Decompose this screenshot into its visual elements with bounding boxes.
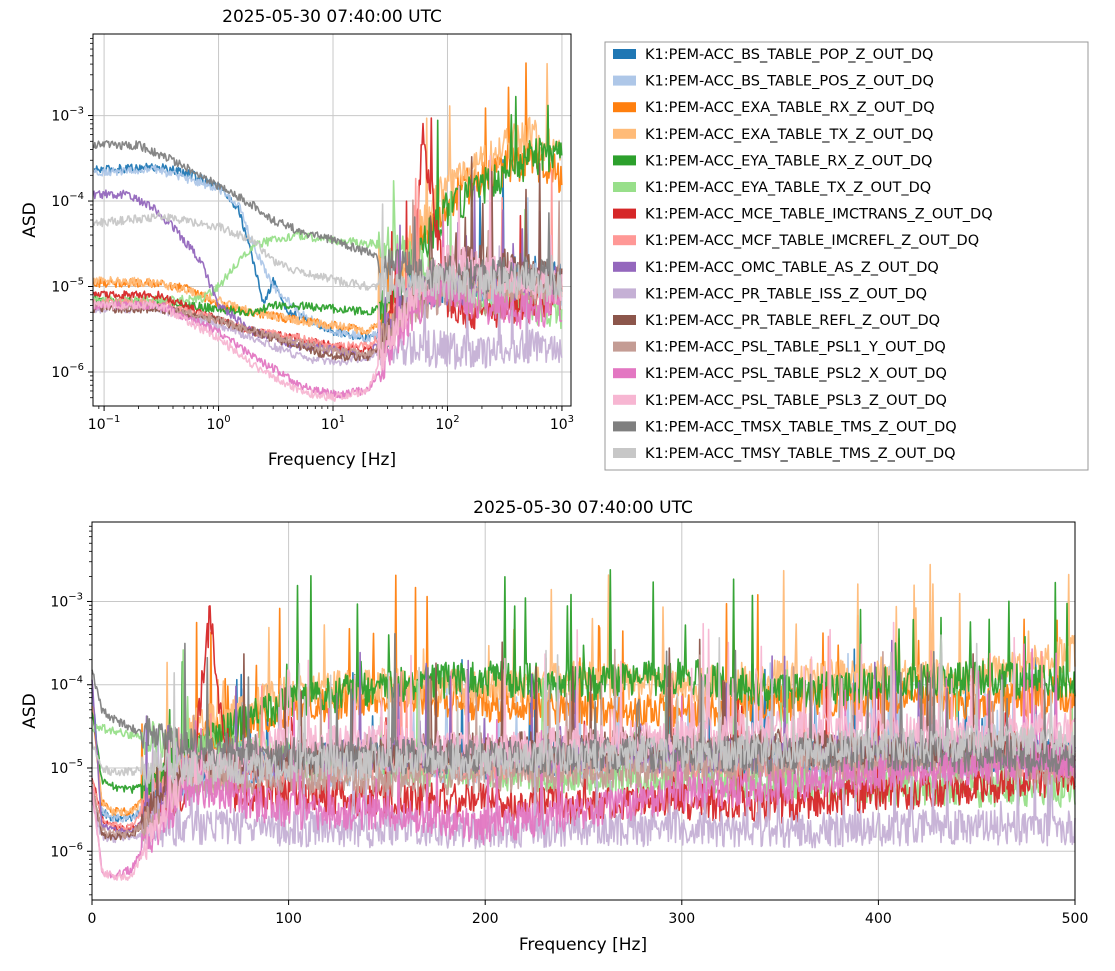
bottom-chart-x-ticks: 0 100 200 300 400 500	[88, 900, 1089, 927]
bottom-chart-series	[91, 563, 1076, 881]
top-chart-x-ticks: 10−1 100 101 102 103	[88, 406, 574, 433]
legend-label: K1:PEM-ACC_TMSY_TABLE_TMS_Z_OUT_DQ	[645, 446, 956, 462]
bottom-chart-frame	[91, 521, 1076, 901]
legend-entry: K1:PEM-ACC_EXA_TABLE_TX_Z_OUT_DQ	[613, 127, 933, 143]
legend-label: K1:PEM-ACC_PR_TABLE_REFL_Z_OUT_DQ	[645, 313, 940, 329]
legend-entry: K1:PEM-ACC_EYA_TABLE_RX_Z_OUT_DQ	[613, 153, 932, 169]
y-tick-label: 10−3	[51, 106, 84, 125]
top-chart-series	[93, 62, 563, 402]
x-tick-label: 100	[275, 911, 302, 927]
legend-entry: K1:PEM-ACC_PR_TABLE_REFL_Z_OUT_DQ	[613, 313, 940, 329]
legend-entry: K1:PEM-ACC_PSL_TABLE_PSL1_Y_OUT_DQ	[613, 340, 946, 356]
legend-entry: K1:PEM-ACC_BS_TABLE_POS_Z_OUT_DQ	[613, 74, 934, 90]
legend-entry: K1:PEM-ACC_PSL_TABLE_PSL3_Z_OUT_DQ	[613, 393, 947, 409]
x-tick-label: 0	[88, 911, 97, 927]
series-line	[93, 117, 563, 358]
legend: K1:PEM-ACC_BS_TABLE_POP_Z_OUT_DQ K1:PEM-A…	[604, 41, 1089, 471]
legend-entry: K1:PEM-ACC_EXA_TABLE_RX_Z_OUT_DQ	[613, 100, 935, 116]
legend-swatch	[613, 235, 636, 246]
legend-entry: K1:PEM-ACC_PSL_TABLE_PSL2_X_OUT_DQ	[613, 366, 947, 382]
legend-swatch	[613, 128, 636, 139]
legend-swatch	[613, 315, 636, 325]
legend-swatch	[613, 421, 636, 432]
y-tick-label: 10−4	[50, 675, 83, 694]
y-tick-label: 10−3	[50, 591, 83, 610]
legend-swatch	[613, 102, 636, 113]
top-chart-ylabel: ASD	[20, 202, 40, 238]
legend-swatch	[613, 394, 636, 405]
legend-label: K1:PEM-ACC_PSL_TABLE_PSL1_Y_OUT_DQ	[645, 340, 946, 356]
series-line	[91, 706, 1076, 850]
legend-swatch	[613, 182, 636, 192]
bottom-chart-ylabel: ASD	[20, 693, 40, 729]
legend-label: K1:PEM-ACC_TMSX_TABLE_TMS_Z_OUT_DQ	[645, 419, 957, 435]
bottom-chart: 2025-05-30 07:40:00 UTC 0 100 200 300 400 500…	[20, 498, 1088, 955]
legend-entry: K1:PEM-ACC_MCE_TABLE_IMCTRANS_Z_OUT_DQ	[613, 207, 993, 223]
y-tick-label: 10−6	[50, 841, 83, 860]
legend-items: K1:PEM-ACC_BS_TABLE_POP_Z_OUT_DQ K1:PEM-A…	[613, 47, 993, 462]
legend-label: K1:PEM-ACC_MCF_TABLE_IMCREFL_Z_OUT_DQ	[645, 233, 979, 249]
legend-label: K1:PEM-ACC_OMC_TABLE_AS_Z_OUT_DQ	[645, 260, 939, 276]
legend-swatch	[613, 341, 636, 352]
legend-entry: K1:PEM-ACC_PR_TABLE_ISS_Z_OUT_DQ	[613, 286, 927, 302]
legend-label: K1:PEM-ACC_EYA_TABLE_RX_Z_OUT_DQ	[645, 153, 932, 169]
legend-swatch	[613, 368, 636, 379]
legend-label: K1:PEM-ACC_PSL_TABLE_PSL3_Z_OUT_DQ	[645, 393, 947, 409]
legend-label: K1:PEM-ACC_EXA_TABLE_RX_Z_OUT_DQ	[645, 100, 935, 116]
legend-label: K1:PEM-ACC_EYA_TABLE_TX_Z_OUT_DQ	[645, 180, 931, 196]
legend-label: K1:PEM-ACC_PR_TABLE_ISS_Z_OUT_DQ	[645, 286, 927, 302]
legend-label: K1:PEM-ACC_BS_TABLE_POS_Z_OUT_DQ	[645, 74, 934, 90]
series-line	[91, 643, 1076, 880]
legend-swatch	[613, 261, 636, 272]
series-line	[93, 62, 563, 338]
legend-entry: K1:PEM-ACC_TMSX_TABLE_TMS_Z_OUT_DQ	[613, 419, 957, 435]
series-line	[91, 634, 1076, 788]
y-tick-label: 10−6	[51, 362, 84, 381]
legend-label: K1:PEM-ACC_EXA_TABLE_TX_Z_OUT_DQ	[645, 127, 933, 143]
x-tick-label: 103	[550, 414, 574, 433]
series-line	[93, 203, 563, 305]
top-chart-y-ticks: 10−6 10−5 10−4 10−3	[51, 37, 93, 399]
legend-swatch	[613, 75, 636, 86]
legend-entry: K1:PEM-ACC_EYA_TABLE_TX_Z_OUT_DQ	[613, 180, 931, 196]
bottom-chart-xlabel: Frequency [Hz]	[519, 935, 647, 955]
legend-label: K1:PEM-ACC_MCE_TABLE_IMCTRANS_Z_OUT_DQ	[645, 207, 993, 223]
legend-swatch	[613, 288, 636, 299]
legend-swatch	[613, 448, 636, 458]
top-chart-title: 2025-05-30 07:40:00 UTC	[222, 7, 442, 27]
legend-entry: K1:PEM-ACC_TMSY_TABLE_TMS_Z_OUT_DQ	[613, 446, 956, 462]
legend-frame	[604, 41, 1089, 471]
legend-entry: K1:PEM-ACC_BS_TABLE_POP_Z_OUT_DQ	[613, 47, 933, 63]
top-chart: 2025-05-30 07:40:00 UTC 10−1 100 101 102 103…	[20, 7, 574, 470]
x-tick-label: 500	[1062, 911, 1089, 927]
bottom-chart-title: 2025-05-30 07:40:00 UTC	[473, 498, 693, 518]
y-tick-label: 10−4	[51, 191, 84, 210]
legend-entry: K1:PEM-ACC_OMC_TABLE_AS_Z_OUT_DQ	[613, 260, 939, 276]
y-tick-label: 10−5	[51, 277, 84, 296]
top-chart-xlabel: Frequency [Hz]	[268, 450, 396, 470]
legend-swatch	[613, 155, 636, 166]
legend-swatch	[613, 208, 636, 219]
x-tick-label: 101	[321, 414, 345, 433]
legend-entry: K1:PEM-ACC_MCF_TABLE_IMCREFL_Z_OUT_DQ	[613, 233, 979, 249]
legend-label: K1:PEM-ACC_PSL_TABLE_PSL2_X_OUT_DQ	[645, 366, 947, 382]
y-tick-label: 10−5	[50, 758, 83, 777]
x-tick-label: 100	[206, 414, 230, 433]
x-tick-label: 400	[865, 911, 892, 927]
x-tick-label: 102	[435, 414, 459, 433]
series-line	[91, 569, 1076, 804]
x-tick-label: 10−1	[88, 414, 121, 433]
bottom-chart-y-ticks: 10−6 10−5 10−4 10−3	[50, 525, 92, 896]
legend-swatch	[613, 49, 636, 59]
x-tick-label: 200	[472, 911, 499, 927]
legend-label: K1:PEM-ACC_BS_TABLE_POP_Z_OUT_DQ	[645, 47, 933, 63]
x-tick-label: 300	[668, 911, 695, 927]
